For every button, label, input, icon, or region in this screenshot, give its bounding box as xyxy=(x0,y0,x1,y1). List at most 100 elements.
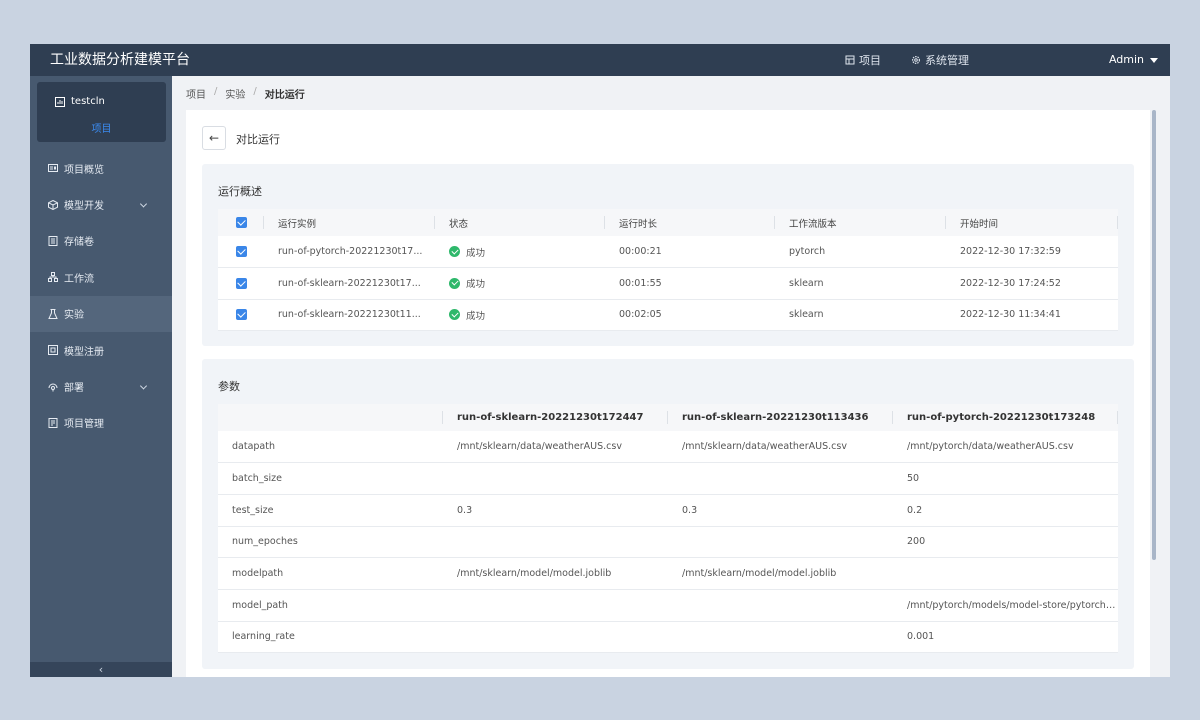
success-icon xyxy=(449,277,460,289)
project-card[interactable]: testcln 项目 xyxy=(37,82,166,142)
sidebar-item-model-registry[interactable]: 模型注册 xyxy=(30,332,172,368)
top-nav-project[interactable]: 项目 xyxy=(845,52,881,68)
top-nav-system[interactable]: 系统管理 xyxy=(911,52,969,68)
chevron-left-icon: ‹ xyxy=(98,663,104,676)
page-title: 对比运行 xyxy=(236,133,280,146)
project-name-row: testcln xyxy=(55,96,105,107)
param-value: /mnt/sklearn/data/weatherAUS.csv xyxy=(443,431,668,464)
top-bar: 工业数据分析建模平台 项目 系统管理 Admin xyxy=(30,44,1170,76)
content-scrollbar[interactable] xyxy=(1152,110,1156,560)
table-row: test_size 0.3 0.3 0.2 xyxy=(218,494,1118,527)
sidebar-item-workflow[interactable]: 工作流 xyxy=(30,259,172,295)
sidebar-item-label: 部署 xyxy=(64,383,84,395)
column-header: 状态 xyxy=(435,209,605,236)
run-name[interactable]: run-of-sklearn-20221230t17... xyxy=(264,267,435,300)
row-select-cell[interactable] xyxy=(218,267,264,300)
table-row: datapath /mnt/sklearn/data/weatherAUS.cs… xyxy=(218,431,1118,464)
user-menu[interactable]: Admin xyxy=(1109,44,1158,76)
status-text: 成功 xyxy=(466,247,486,259)
param-value xyxy=(668,621,893,654)
sidebar-item-label: 项目概览 xyxy=(64,164,104,176)
param-value xyxy=(668,462,893,495)
sidebar: testcln 项目 项目概览 模型开发 存储卷 工作流 xyxy=(30,76,172,677)
sidebar-item-storage[interactable]: 存储卷 xyxy=(30,223,172,259)
param-value: 0.3 xyxy=(668,494,893,527)
sidebar-item-model-dev[interactable]: 模型开发 xyxy=(30,186,172,222)
param-value: 0.001 xyxy=(893,621,1118,654)
param-value: /mnt/sklearn/model/model.joblib xyxy=(668,557,893,590)
duration: 00:00:21 xyxy=(605,236,775,268)
select-all-cell[interactable] xyxy=(218,209,264,236)
arrow-left-icon: ← xyxy=(208,131,220,145)
back-button[interactable]: ← xyxy=(202,126,226,150)
compare-panel: ← 对比运行 运行概述 运行实例 状态 运行时长 xyxy=(186,110,1150,677)
sidebar-item-project-manage[interactable]: 项目管理 xyxy=(30,405,172,441)
run-name[interactable]: run-of-pytorch-20221230t17... xyxy=(264,236,435,268)
table-row[interactable]: run-of-sklearn-20221230t11... 成功 00:02:0… xyxy=(218,299,1118,331)
table-row: num_epoches 200 xyxy=(218,526,1118,559)
row-select-cell[interactable] xyxy=(218,236,264,268)
breadcrumb-experiment[interactable]: 实验 xyxy=(225,90,246,101)
param-value xyxy=(443,462,668,495)
cube-icon xyxy=(48,199,58,210)
table-row: learning_rate 0.001 xyxy=(218,621,1118,654)
table-row: modelpath /mnt/sklearn/model/model.jobli… xyxy=(218,557,1118,590)
select-all-checkbox[interactable] xyxy=(236,217,247,228)
success-icon xyxy=(449,309,460,321)
sidebar-item-experiment[interactable]: 实验 xyxy=(30,295,172,332)
status-text: 成功 xyxy=(466,310,486,322)
status-cell: 成功 xyxy=(435,267,605,300)
param-value: /mnt/sklearn/model/model.joblib xyxy=(443,557,668,590)
param-value xyxy=(668,589,893,622)
column-header: 开始时间 xyxy=(946,209,1118,236)
workflow-version: pytorch xyxy=(775,236,946,268)
breadcrumb-separator: / xyxy=(214,86,218,97)
section-title: 运行概述 xyxy=(218,185,262,198)
flask-icon xyxy=(48,308,58,319)
column-header: run-of-sklearn-20221230t113436 xyxy=(668,404,893,431)
sidebar-item-deploy[interactable]: 部署 xyxy=(30,368,172,404)
chart-icon xyxy=(55,96,65,107)
breadcrumb-project[interactable]: 项目 xyxy=(186,90,206,101)
row-checkbox[interactable] xyxy=(236,277,247,289)
section-title: 参数 xyxy=(218,380,240,393)
registry-icon xyxy=(48,345,58,356)
param-value: /mnt/pytorch/models/model-store/pytorcht… xyxy=(893,589,1118,622)
param-value xyxy=(668,526,893,559)
app-title: 工业数据分析建模平台 xyxy=(50,52,190,68)
table-row[interactable]: run-of-sklearn-20221230t17... 成功 00:01:5… xyxy=(218,267,1118,300)
params-section: 参数 run-of-sklearn-20221230t172447 run-of… xyxy=(202,359,1134,669)
table-row: model_path /mnt/pytorch/models/model-sto… xyxy=(218,589,1118,622)
table-row[interactable]: run-of-pytorch-20221230t17... 成功 00:00:2… xyxy=(218,236,1118,268)
start-time: 2022-12-30 11:34:41 xyxy=(946,299,1118,331)
main-content: 项目 / 实验 / 对比运行 ← 对比运行 运行概述 xyxy=(172,76,1170,677)
row-checkbox[interactable] xyxy=(236,309,247,321)
duration: 00:02:05 xyxy=(605,299,775,331)
sidebar-item-overview[interactable]: 项目概览 xyxy=(30,150,172,186)
table-row: batch_size 50 xyxy=(218,462,1118,495)
sidebar-collapse-button[interactable]: ‹ xyxy=(30,662,172,677)
status-cell: 成功 xyxy=(435,236,605,268)
param-value xyxy=(443,589,668,622)
param-name: datapath xyxy=(218,431,443,464)
param-value: 0.3 xyxy=(443,494,668,527)
top-nav-system-label: 系统管理 xyxy=(925,54,969,67)
table-header-row: 运行实例 状态 运行时长 工作流版本 开始时间 xyxy=(218,209,1118,236)
param-value xyxy=(443,621,668,654)
sidebar-item-label: 存储卷 xyxy=(64,237,94,249)
sidebar-item-label: 项目管理 xyxy=(64,419,104,431)
param-value xyxy=(443,526,668,559)
workflow-version: sklearn xyxy=(775,299,946,331)
status-cell: 成功 xyxy=(435,299,605,331)
sidebar-menu: 项目概览 模型开发 存储卷 工作流 实验 模型注册 xyxy=(30,150,172,441)
row-checkbox[interactable] xyxy=(236,246,247,257)
param-value: 50 xyxy=(893,462,1118,495)
param-value: /mnt/sklearn/data/weatherAUS.csv xyxy=(668,431,893,464)
row-select-cell[interactable] xyxy=(218,299,264,331)
project-icon xyxy=(845,55,855,65)
app-window: 工业数据分析建模平台 项目 系统管理 Admin testcln 项目 xyxy=(30,44,1170,677)
table-header-row: run-of-sklearn-20221230t172447 run-of-sk… xyxy=(218,404,1118,431)
run-name[interactable]: run-of-sklearn-20221230t11... xyxy=(264,299,435,331)
param-name: learning_rate xyxy=(218,621,443,654)
run-overview-section: 运行概述 运行实例 状态 运行时长 工作流版本 开始时间 xyxy=(202,164,1134,346)
